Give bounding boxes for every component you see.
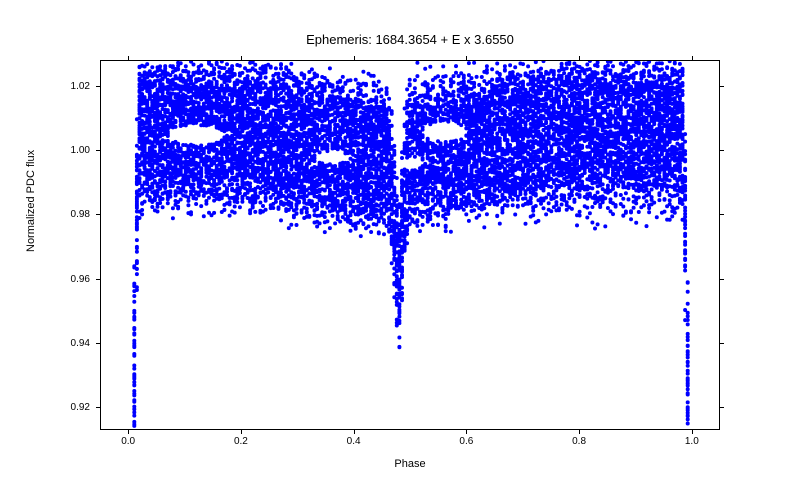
x-tick — [241, 430, 242, 434]
x-tick — [241, 56, 242, 60]
x-tick-label: 0.6 — [459, 436, 473, 447]
y-tick — [720, 214, 724, 215]
x-tick — [354, 56, 355, 60]
y-tick — [96, 279, 100, 280]
y-tick — [720, 343, 724, 344]
x-tick-label: 0.0 — [121, 436, 135, 447]
plot-area — [100, 60, 720, 430]
y-tick — [720, 407, 724, 408]
chart-title: Ephemeris: 1684.3654 + E x 3.6550 — [100, 32, 720, 47]
x-tick — [354, 430, 355, 434]
x-tick — [128, 430, 129, 434]
x-tick-label: 0.2 — [234, 436, 248, 447]
y-tick — [720, 279, 724, 280]
y-tick — [720, 86, 724, 87]
y-tick — [96, 86, 100, 87]
y-tick — [720, 150, 724, 151]
x-axis-label: Phase — [100, 458, 720, 470]
y-tick — [96, 214, 100, 215]
y-tick — [96, 150, 100, 151]
x-tick — [579, 430, 580, 434]
y-tick — [96, 343, 100, 344]
y-tick — [96, 407, 100, 408]
x-tick — [466, 56, 467, 60]
scatter-points — [134, 61, 687, 426]
x-tick — [692, 56, 693, 60]
x-tick-label: 0.8 — [572, 436, 586, 447]
x-tick — [466, 430, 467, 434]
x-tick — [692, 430, 693, 434]
scatter-data — [101, 61, 721, 431]
x-tick-label: 1.0 — [685, 436, 699, 447]
x-tick — [128, 56, 129, 60]
x-tick-label: 0.4 — [347, 436, 361, 447]
figure: Ephemeris: 1684.3654 + E x 3.6550 Normal… — [0, 0, 800, 500]
y-axis-label: Normalized PDC flux — [25, 234, 37, 252]
x-tick — [579, 56, 580, 60]
